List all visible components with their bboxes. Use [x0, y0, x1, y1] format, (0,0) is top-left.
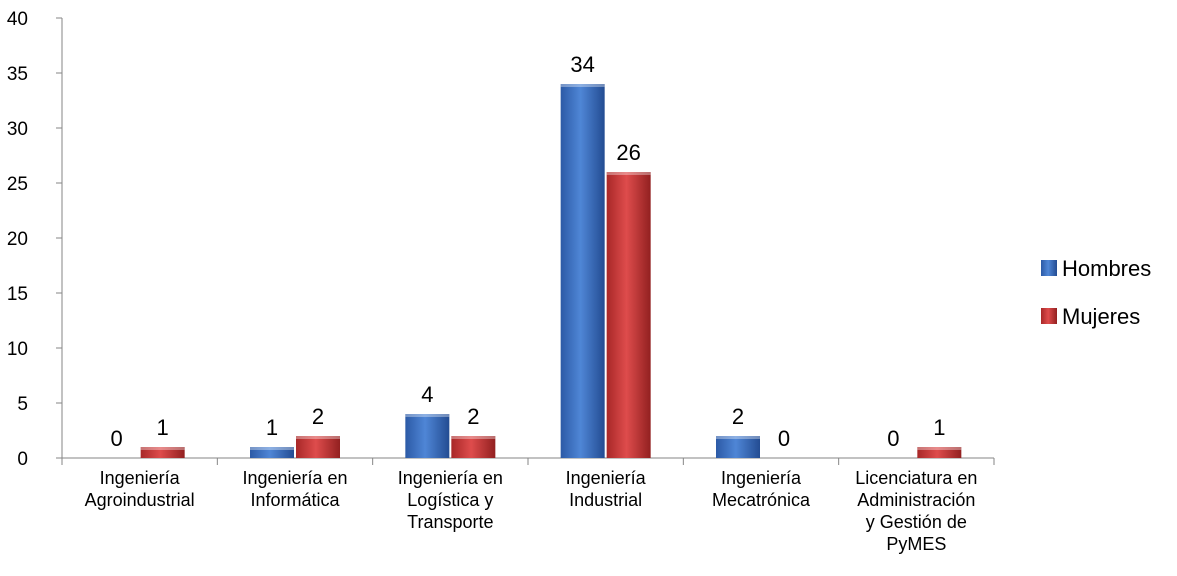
x-category-label: Ingeniería en Logística y Transporte [398, 468, 503, 532]
bar-highlight [606, 172, 651, 175]
x-category-label-line: Informática [250, 490, 340, 510]
chart-bars [140, 84, 962, 458]
x-category-label-line: Agroindustrial [85, 490, 195, 510]
data-label-hombres: 1 [266, 415, 278, 440]
x-category-label-line: PyMES [886, 534, 946, 554]
y-tick-label: 25 [7, 174, 28, 195]
bar-hombres [405, 414, 450, 458]
bar-mujeres [451, 436, 496, 458]
legend-label-hombres: Hombres [1062, 256, 1151, 281]
data-label-mujeres: 26 [616, 140, 640, 165]
x-category-label-line: Administración [857, 490, 975, 510]
legend-label-mujeres: Mujeres [1062, 304, 1140, 329]
bar-hombres [250, 447, 294, 458]
x-category-label-line: Mecatrónica [712, 490, 811, 510]
bar-highlight [296, 436, 340, 439]
data-label-hombres: 2 [732, 404, 744, 429]
x-category-label: Ingeniería Agroindustrial [85, 468, 195, 510]
data-label-hombres: 4 [421, 382, 433, 407]
x-category-label-line: Licenciatura en [855, 468, 977, 488]
legend-swatch-hombres [1041, 260, 1057, 276]
x-category-label: Ingeniería Industrial [566, 468, 647, 510]
bar-mujeres [296, 436, 340, 458]
x-category-label-line: y Gestión de [866, 512, 967, 532]
bar-highlight [451, 436, 496, 439]
y-tick-label: 0 [17, 449, 28, 470]
y-tick-label: 30 [7, 119, 28, 140]
data-label-hombres: 0 [111, 426, 123, 451]
data-label-mujeres: 2 [467, 404, 479, 429]
data-label-hombres: 34 [570, 52, 594, 77]
x-category-label: Ingeniería Mecatrónica [712, 468, 811, 510]
bar-mujeres [140, 447, 185, 458]
x-category-label-line: Industrial [569, 490, 642, 510]
bar-highlight [405, 414, 450, 417]
x-category-label-line: Ingeniería [566, 468, 647, 488]
bar-hombres [560, 84, 605, 458]
data-label-mujeres: 0 [778, 426, 790, 451]
legend-swatch-mujeres [1041, 308, 1057, 324]
x-category-label: Licenciatura en Administración y Gestión d… [855, 468, 977, 554]
data-label-mujeres: 1 [933, 415, 945, 440]
bar-mujeres [606, 172, 651, 458]
x-category-label-line: Ingeniería [721, 468, 802, 488]
y-tick-label: 40 [7, 9, 28, 30]
y-tick-label: 35 [7, 64, 28, 85]
y-tick-label: 5 [17, 394, 28, 415]
bar-highlight [140, 447, 185, 450]
x-category-label-line: Transporte [407, 512, 493, 532]
chart-legend: Hombres Mujeres [1041, 256, 1151, 329]
y-tick-label: 10 [7, 339, 28, 360]
bar-highlight [917, 447, 962, 450]
bar-highlight [560, 84, 605, 87]
x-category-label-line: Logística y [407, 490, 493, 510]
bar-highlight [250, 447, 294, 450]
x-category-label: Ingeniería en Informática [242, 468, 347, 510]
y-tick-label: 20 [7, 229, 28, 250]
bar-hombres [716, 436, 760, 458]
x-category-label-line: Ingeniería [100, 468, 181, 488]
data-label-hombres: 0 [887, 426, 899, 451]
data-label-mujeres: 2 [312, 404, 324, 429]
data-label-mujeres: 1 [157, 415, 169, 440]
y-tick-label: 15 [7, 284, 28, 305]
bar-mujeres [917, 447, 962, 458]
bar-highlight [716, 436, 760, 439]
x-category-label-line: Ingeniería en [398, 468, 503, 488]
x-category-label-line: Ingeniería en [242, 468, 347, 488]
